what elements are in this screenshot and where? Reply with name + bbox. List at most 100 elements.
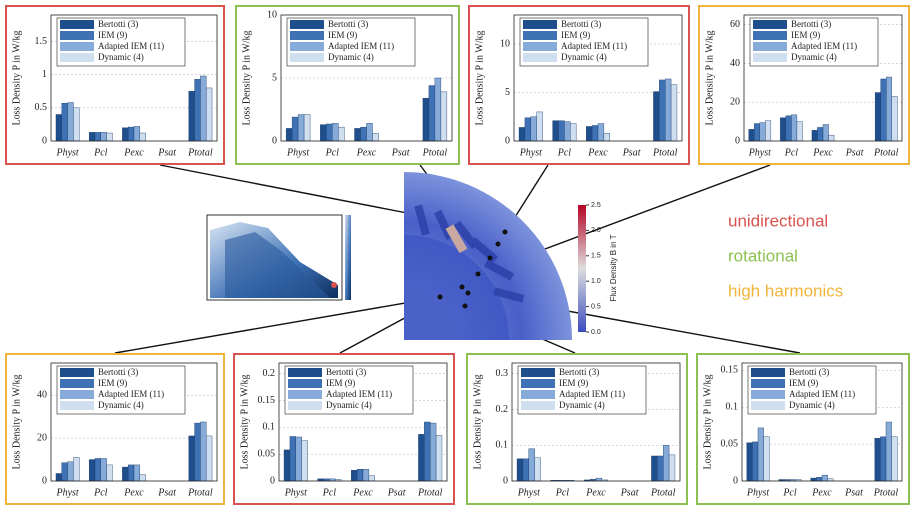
bar (816, 477, 822, 481)
legend-swatch (60, 401, 94, 410)
legend-label: Adapted IEM (11) (789, 389, 855, 399)
bar (657, 456, 663, 481)
chart: Loss Density P in W/kg0510PhystPclPexcPs… (236, 6, 459, 164)
bar (296, 437, 302, 481)
bar (752, 442, 758, 481)
bar (195, 79, 201, 141)
bar (298, 115, 304, 141)
legend-label: Dynamic (4) (326, 400, 372, 410)
legend-swatch (521, 368, 555, 377)
y-axis-label: Loss Density P in W/kg (704, 30, 715, 125)
legend-label: Bertotti (3) (98, 19, 138, 29)
bar (786, 116, 792, 141)
x-tick-label: Pcl (784, 147, 799, 158)
legend-swatch (751, 379, 785, 388)
legend-swatch (753, 20, 787, 29)
legend-swatch (521, 401, 555, 410)
legend-label: Adapted IEM (11) (561, 41, 627, 51)
bar (892, 96, 898, 141)
legend-swatch (60, 368, 94, 377)
y-tick-label: 5 (505, 87, 510, 98)
y-tick-label: 10 (267, 9, 277, 20)
y-tick-label: 0.1 (496, 440, 509, 451)
bar (880, 437, 886, 481)
legend-swatch (60, 390, 94, 399)
x-tick-label: Physt (519, 147, 542, 158)
bar (823, 125, 829, 141)
x-tick-label: Ptotal (652, 147, 678, 158)
y-tick-label: 0.15 (258, 395, 276, 406)
legend-swatch (288, 401, 322, 410)
bar (200, 76, 206, 141)
bar (89, 132, 95, 141)
chart: Loss Density P in W/kg00.050.10.150.2Phy… (234, 354, 454, 504)
y-tick-label: 20 (37, 432, 47, 443)
x-tick-label: Physt (748, 147, 771, 158)
x-tick-label: Ptotal (873, 487, 899, 498)
legend-swatch (288, 368, 322, 377)
y-tick-label: 0 (272, 135, 277, 146)
annotation: rotational (728, 246, 798, 265)
bar (747, 443, 753, 481)
legend-swatch (523, 20, 557, 29)
colorbar-tick-label: 0.5 (591, 303, 601, 310)
bar (570, 124, 576, 141)
legend-swatch (751, 390, 785, 399)
legend-label: IEM (9) (326, 378, 355, 388)
bar (369, 476, 375, 481)
x-tick-label: Psat (845, 147, 864, 158)
bar (523, 459, 529, 481)
legend-swatch (288, 379, 322, 388)
bar (122, 128, 128, 141)
bar (791, 115, 797, 141)
y-axis-label: Loss Density P in W/kg (11, 374, 22, 469)
legend-label: Adapted IEM (11) (98, 389, 164, 399)
bar (122, 467, 128, 481)
bar (881, 79, 887, 141)
bar (128, 127, 134, 141)
bar (62, 103, 68, 141)
bar (73, 108, 79, 141)
x-tick-label: Pexc (123, 147, 144, 158)
legend-swatch (753, 31, 787, 40)
bar (671, 85, 677, 141)
bar (811, 478, 817, 481)
x-tick-label: Pcl (557, 147, 572, 158)
legend-label: Dynamic (4) (98, 400, 144, 410)
bar (200, 422, 206, 481)
bar (284, 450, 290, 481)
y-tick-label: 0.1 (726, 402, 739, 413)
bar (134, 465, 140, 481)
bar (604, 133, 610, 141)
colorbar-tick-label: 0.0 (591, 329, 601, 336)
x-tick-label: Ptotal (187, 487, 213, 498)
x-tick-label: Physt (286, 147, 309, 158)
x-tick-label: Pexc (352, 487, 373, 498)
colorbar-scale (578, 205, 586, 332)
legend-label: Adapted IEM (11) (98, 41, 164, 51)
x-tick-label: Ptotal (422, 147, 448, 158)
legend-label: IEM (9) (98, 30, 127, 40)
y-axis-label: Loss Density P in W/kg (702, 374, 713, 469)
bar (875, 438, 881, 481)
x-tick-label: Physt (55, 147, 78, 158)
legend-swatch (753, 42, 787, 51)
x-tick-label: Psat (387, 487, 406, 498)
annotation: unidirectional (728, 211, 828, 230)
y-tick-label: 0 (733, 475, 738, 486)
bar (829, 135, 835, 141)
legend-label: Bertotti (3) (789, 367, 829, 377)
legend-swatch (751, 368, 785, 377)
bar (651, 456, 657, 481)
y-tick-label: 1 (42, 69, 47, 80)
y-tick-label: 0.2 (496, 404, 509, 415)
bar (332, 123, 338, 141)
figure: Loss Density P in W/kg00.511.5PhystPclPe… (0, 0, 914, 507)
bar (206, 436, 212, 481)
bar (195, 423, 201, 481)
bar (189, 91, 195, 141)
bar (886, 422, 892, 481)
legend-label: IEM (9) (98, 378, 127, 388)
bar (892, 437, 898, 481)
bar (73, 457, 79, 481)
